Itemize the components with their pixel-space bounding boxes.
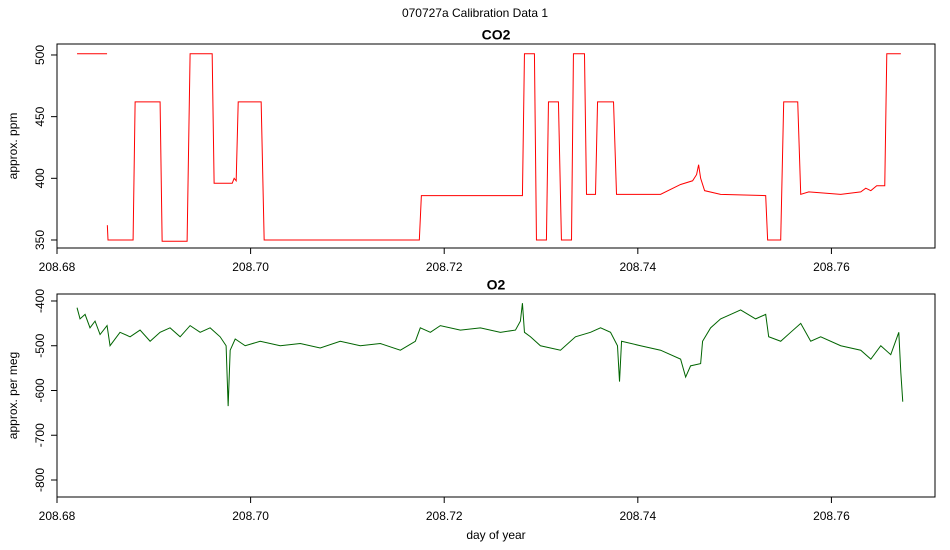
y-tick-label: 350 xyxy=(33,230,47,250)
x-axis-label: day of year xyxy=(466,528,525,542)
y-tick-label: 400 xyxy=(33,168,47,188)
x-tick-label: 208.72 xyxy=(426,509,463,523)
page-title: 070727a Calibration Data 1 xyxy=(402,6,548,20)
x-tick-label: 208.76 xyxy=(813,509,850,523)
data-line xyxy=(77,53,901,242)
panel-title: O2 xyxy=(487,277,506,293)
x-tick-label: 208.68 xyxy=(39,260,76,274)
data-line xyxy=(76,303,904,407)
x-tick-label: 208.74 xyxy=(619,509,656,523)
y-tick-label: -800 xyxy=(33,468,47,492)
panel-title: CO2 xyxy=(482,27,511,43)
x-tick-label: 208.76 xyxy=(813,260,850,274)
y-tick-label: -600 xyxy=(33,378,47,402)
plot-box xyxy=(56,43,936,249)
x-tick-label: 208.74 xyxy=(619,260,656,274)
x-tick-label: 208.72 xyxy=(426,260,463,274)
y-tick-label: -400 xyxy=(33,289,47,313)
y-tick-label: 450 xyxy=(33,106,47,126)
y-tick-label: -700 xyxy=(33,423,47,447)
y-axis-label: approx. per meg xyxy=(6,352,20,439)
y-tick-label: 500 xyxy=(33,45,47,65)
y-axis-label: approx. ppm xyxy=(6,113,20,180)
x-tick-label: 208.68 xyxy=(39,509,76,523)
y-tick-label: -500 xyxy=(33,333,47,357)
x-tick-label: 208.70 xyxy=(232,260,269,274)
x-tick-label: 208.70 xyxy=(232,509,269,523)
plot-box xyxy=(56,293,936,498)
